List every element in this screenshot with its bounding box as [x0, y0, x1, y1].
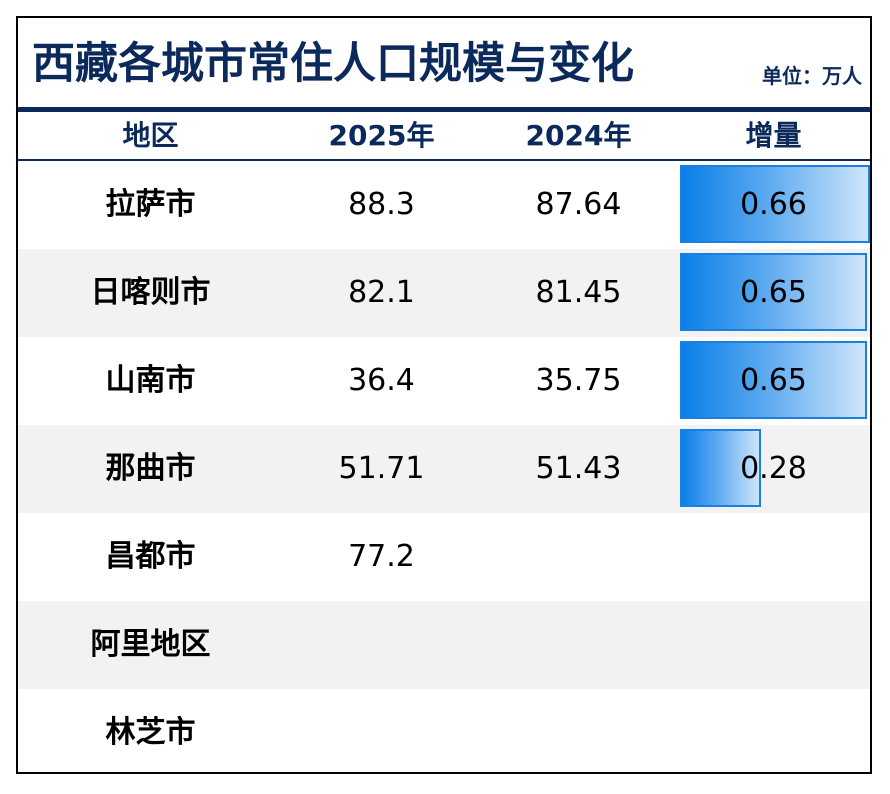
delta-cell: 0.65 — [740, 275, 807, 310]
region-cell: 昌都市 — [105, 539, 196, 574]
table-row: 山南市 36.4 35.75 0.65 — [18, 337, 870, 425]
header-2025: 2025年 — [328, 119, 435, 152]
region-cell: 日喀则市 — [90, 275, 211, 310]
delta-cell: 0.66 — [740, 187, 807, 222]
delta-cell — [677, 689, 870, 777]
value-2024-cell: 51.43 — [535, 451, 622, 486]
delta-data-bar — [680, 341, 867, 419]
region-cell: 那曲市 — [105, 451, 196, 486]
title-rule — [18, 107, 870, 112]
value-2025-cell — [283, 601, 480, 689]
delta-cell: 0.65 — [740, 363, 807, 398]
value-2025-cell: 36.4 — [348, 363, 415, 398]
region-cell: 山南市 — [105, 363, 196, 398]
value-2024-cell — [480, 689, 677, 777]
value-2025-cell — [283, 689, 480, 777]
value-2024-cell: 81.45 — [535, 275, 622, 310]
table-row: 阿里地区 — [18, 601, 870, 689]
region-cell: 拉萨市 — [105, 187, 196, 222]
value-2025-cell: 88.3 — [348, 187, 415, 222]
table-row: 拉萨市 88.3 87.64 0.66 — [18, 161, 870, 249]
delta-cell — [677, 601, 870, 689]
table-row: 那曲市 51.71 51.43 0.28 — [18, 425, 870, 513]
region-cell: 阿里地区 — [90, 627, 211, 662]
value-2025-cell: 82.1 — [348, 275, 415, 310]
value-2024-cell: 35.75 — [535, 363, 622, 398]
chart-title: 西藏各城市常住人口规模与变化 — [32, 39, 634, 89]
header-region: 地区 — [122, 119, 179, 152]
value-2025-cell: 77.2 — [348, 539, 415, 574]
value-2024-cell — [480, 513, 677, 601]
table-row: 林芝市 — [18, 689, 870, 777]
region-cell: 林芝市 — [105, 715, 196, 750]
value-2024-cell: 87.64 — [535, 187, 622, 222]
header-2024: 2024年 — [525, 119, 632, 152]
unit-label: 单位：万人 — [762, 64, 862, 88]
delta-data-bar — [680, 253, 867, 331]
header-delta: 增量 — [745, 119, 802, 152]
delta-cell — [677, 513, 870, 601]
table-row: 昌都市 77.2 — [18, 513, 870, 601]
value-2025-cell: 51.71 — [338, 451, 425, 486]
table-header: 地区 2025年 2024年 增量 — [18, 112, 870, 161]
value-2024-cell — [480, 601, 677, 689]
table-frame: 西藏各城市常住人口规模与变化 单位：万人 地区 2025年 2024年 增量 拉… — [16, 16, 872, 774]
table-row: 日喀则市 82.1 81.45 0.65 — [18, 249, 870, 337]
delta-data-bar — [680, 165, 870, 243]
delta-data-bar — [680, 429, 761, 507]
delta-cell: 0.28 — [740, 451, 807, 486]
